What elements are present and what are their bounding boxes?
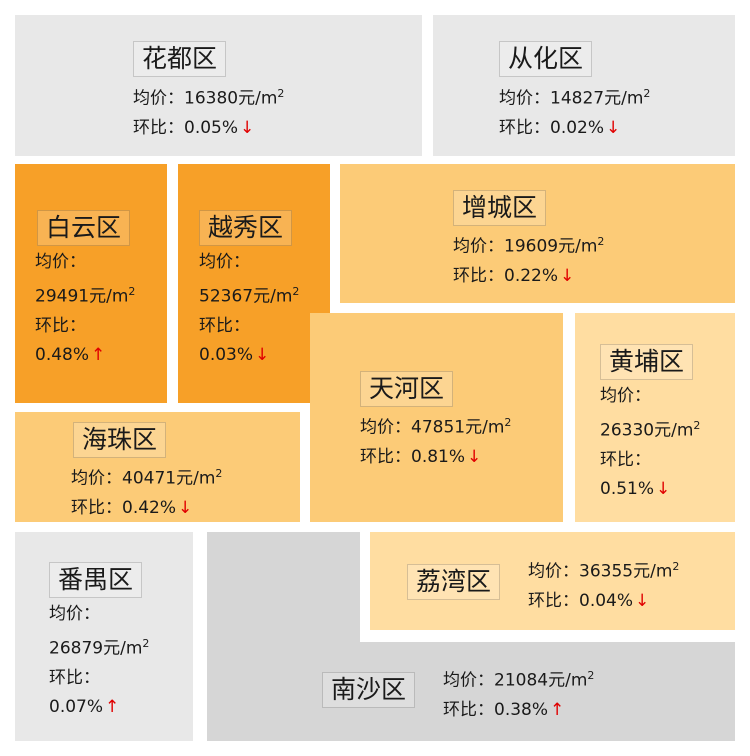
arrow-up-icon: ↑ [105,696,120,717]
arrow-down-icon: ↓ [255,344,270,365]
district-info: 均价：47851元/m2 环比：0.81% ↓ [360,416,512,467]
arrow-down-icon: ↓ [656,478,671,499]
tile-panyu[interactable]: 番禺区 均价： 26879元/m2 环比： 0.07% ↑ [15,532,193,741]
arrow-up-icon: ↑ [550,699,565,720]
district-info: 均价： 29491元/m2 环比： 0.48% ↑ [35,252,136,365]
district-name: 番禺区 [49,562,143,598]
tile-liwan[interactable]: 荔湾区 均价：36355元/m2 环比：0.04% ↓ [370,532,735,630]
district-name: 荔湾区 [407,564,501,600]
district-name: 花都区 [133,41,227,77]
tile-yuexiu[interactable]: 越秀区 均价： 52367元/m2 环比： 0.03% ↓ [178,164,330,403]
district-info: 均价： 52367元/m2 环比： 0.03% ↓ [199,252,300,365]
tile-baiyun[interactable]: 白云区 均价： 29491元/m2 环比： 0.48% ↑ [15,164,167,403]
district-name: 越秀区 [199,210,293,246]
arrow-down-icon: ↓ [467,446,482,467]
arrow-down-icon: ↓ [635,590,650,611]
district-info: 均价：21084元/m2 环比：0.38% ↑ [443,669,595,720]
tile-conghua[interactable]: 从化区 均价：14827元/m2 环比：0.02% ↓ [433,15,735,156]
district-name: 增城区 [453,190,547,226]
tile-nansha[interactable]: 南沙区 均价：21084元/m2 环比：0.38% ↑ [207,642,735,741]
district-name: 海珠区 [73,422,167,458]
district-name: 从化区 [499,41,593,77]
arrow-down-icon: ↓ [178,497,193,518]
arrow-down-icon: ↓ [560,265,575,286]
tile-zengcheng[interactable]: 增城区 均价：19609元/m2 环比：0.22% ↓ [340,164,735,303]
district-info: 均价： 26330元/m2 环比： 0.51% ↓ [600,386,701,499]
district-info: 均价： 26879元/m2 环比： 0.07% ↑ [49,604,150,717]
district-info: 均价：36355元/m2 环比：0.04% ↓ [528,560,680,611]
nansha-background-upper [207,532,360,642]
district-name: 黄埔区 [600,344,694,380]
arrow-up-icon: ↑ [91,344,106,365]
arrow-down-icon: ↓ [606,117,621,138]
district-info: 均价：19609元/m2 环比：0.22% ↓ [453,235,605,286]
arrow-down-icon: ↓ [240,117,255,138]
district-name: 天河区 [360,371,454,407]
district-name: 南沙区 [322,672,416,708]
tile-tianhe[interactable]: 天河区 均价：47851元/m2 环比：0.81% ↓ [310,313,563,522]
tile-haizhu[interactable]: 海珠区 均价：40471元/m2 环比：0.42% ↓ [15,412,300,522]
district-info: 均价：40471元/m2 环比：0.42% ↓ [71,467,223,518]
tile-huangpu[interactable]: 黄埔区 均价： 26330元/m2 环比： 0.51% ↓ [575,313,735,522]
district-info: 均价：16380元/m2 环比：0.05% ↓ [133,87,285,138]
tile-huadu[interactable]: 花都区 均价：16380元/m2 环比：0.05% ↓ [15,15,422,156]
district-info: 均价：14827元/m2 环比：0.02% ↓ [499,87,651,138]
district-name: 白云区 [37,210,131,246]
